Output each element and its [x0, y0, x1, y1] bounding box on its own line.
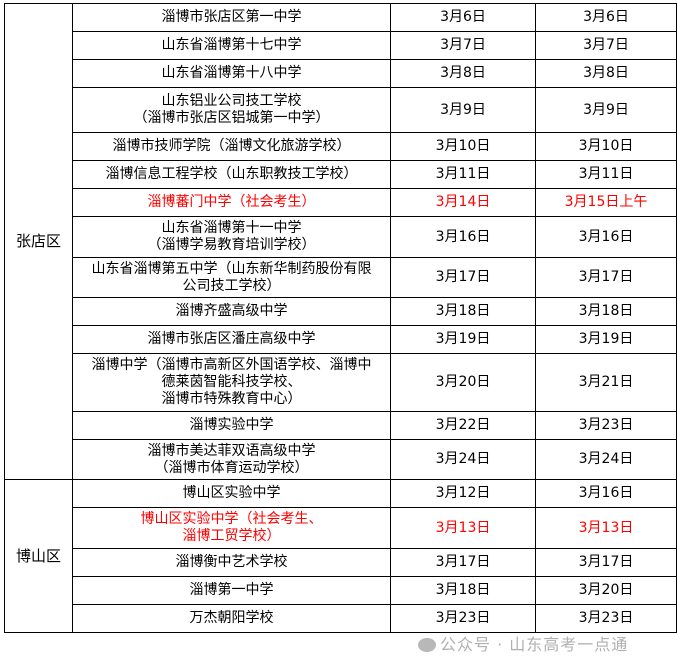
date2-cell: 3月21日: [535, 353, 677, 412]
table-row: 淄博信息工程学校（山东职教技工学校） 3月11日 3月11日: [5, 160, 677, 189]
table-row: 山东省淄博第十七中学 3月7日 3月7日: [5, 31, 677, 60]
school-cell: 万杰朝阳学校: [72, 604, 391, 633]
date1-cell: 3月6日: [390, 3, 536, 32]
date1-cell: 3月13日: [390, 507, 536, 549]
school-cell: 淄博市张店区第一中学: [72, 3, 391, 32]
date2-cell: 3月18日: [535, 297, 677, 326]
school-cell: 山东省淄博第五中学（山东新华制药股份有限 公司技工学校）: [72, 257, 391, 298]
school-cell: 淄博蕃门中学（社会考生）: [72, 188, 391, 217]
table-row: 万杰朝阳学校 3月23日 3月23日: [5, 604, 677, 633]
table-row: 山东铝业公司技工学校 （淄博市张店区铝城第一中学） 3月9日 3月9日: [5, 87, 677, 133]
school-cell: 山东省淄博第十八中学: [72, 59, 391, 88]
school-cell: 淄博市美达菲双语高级中学 （淄博市体育运动学校）: [72, 439, 391, 480]
table-row: 博山区 博山区实验中学 3月12日 3月16日: [4, 479, 677, 633]
school-cell: 淄博第一中学: [72, 576, 391, 605]
school-cell: 山东省淄博第十七中学: [72, 31, 391, 60]
date2-cell: 3月16日: [535, 479, 677, 508]
date1-cell: 3月18日: [390, 297, 536, 326]
school-cell: 淄博齐盛高级中学: [72, 297, 391, 326]
date2-cell: 3月23日: [535, 411, 677, 440]
school-cell: 淄博信息工程学校（山东职教技工学校）: [72, 160, 391, 189]
watermark-text: 公众号 · 山东高考一点通: [440, 635, 629, 654]
table-row: 淄博市张店区潘庄高级中学 3月19日 3月19日: [5, 325, 677, 354]
date1-cell: 3月14日: [390, 188, 536, 217]
wechat-icon: [418, 638, 436, 652]
date2-cell: 3月23日: [535, 604, 677, 633]
table-row: 淄博第一中学 3月18日 3月20日: [5, 576, 677, 605]
date2-cell: 3月19日: [535, 325, 677, 354]
date1-cell: 3月19日: [390, 325, 536, 354]
date2-cell: 3月13日: [535, 507, 677, 549]
date2-cell: 3月10日: [535, 132, 677, 161]
table-row: 博山区实验中学（社会考生、 淄博工贸学校） 3月13日 3月13日: [5, 507, 677, 549]
date1-cell: 3月17日: [390, 548, 536, 577]
table-row: 淄博中学（淄博市高新区外国语学校、淄博中 德莱茵智能科技学校、 淄博市特殊教育中心）…: [5, 353, 677, 412]
district-cell: 博山区: [4, 479, 73, 633]
date1-cell: 3月20日: [390, 353, 536, 412]
date2-cell: 3月17日: [535, 257, 677, 298]
school-cell: 山东铝业公司技工学校 （淄博市张店区铝城第一中学）: [72, 87, 391, 133]
table-row: 淄博市技师学院（淄博文化旅游学校） 3月10日 3月10日: [5, 132, 677, 161]
date2-cell: 3月17日: [535, 548, 677, 577]
school-cell: 博山区实验中学（社会考生、 淄博工贸学校）: [72, 507, 391, 549]
date1-cell: 3月17日: [390, 257, 536, 298]
watermark: 公众号 · 山东高考一点通: [418, 636, 628, 654]
table-row: 山东省淄博第五中学（山东新华制药股份有限 公司技工学校） 3月17日 3月17日: [5, 257, 677, 298]
date2-cell: 3月6日: [535, 3, 677, 32]
table-row: 山东省淄博第十一中学 （淄博学易教育培训学校） 3月16日 3月16日: [5, 216, 677, 258]
school-cell: 山东省淄博第十一中学 （淄博学易教育培训学校）: [72, 216, 391, 258]
exam-schedule-table: 张店区 淄博市张店区第一中学 3月6日 3月6日 山东省淄博第十七中学 3月7日 3月7日山…: [4, 3, 677, 633]
date1-cell: 3月16日: [390, 216, 536, 258]
table-row: 淄博实验中学 3月22日 3月23日: [5, 411, 677, 440]
date2-cell: 3月15日上午: [535, 188, 677, 217]
school-cell: 淄博市张店区潘庄高级中学: [72, 325, 391, 354]
date1-cell: 3月7日: [390, 31, 536, 60]
date2-cell: 3月9日: [535, 87, 677, 133]
date1-cell: 3月11日: [390, 160, 536, 189]
date2-cell: 3月16日: [535, 216, 677, 258]
date2-cell: 3月24日: [535, 439, 677, 480]
date2-cell: 3月20日: [535, 576, 677, 605]
date1-cell: 3月8日: [390, 59, 536, 88]
school-cell: 淄博衡中艺术学校: [72, 548, 391, 577]
school-cell: 淄博中学（淄博市高新区外国语学校、淄博中 德莱茵智能科技学校、 淄博市特殊教育中心）: [72, 353, 391, 412]
date2-cell: 3月8日: [535, 59, 677, 88]
date1-cell: 3月23日: [390, 604, 536, 633]
date1-cell: 3月12日: [390, 479, 536, 508]
date1-cell: 3月22日: [390, 411, 536, 440]
school-cell: 淄博实验中学: [72, 411, 391, 440]
table-row: 淄博市美达菲双语高级中学 （淄博市体育运动学校） 3月24日 3月24日: [5, 439, 677, 480]
school-cell: 淄博市技师学院（淄博文化旅游学校）: [72, 132, 391, 161]
date1-cell: 3月24日: [390, 439, 536, 480]
date2-cell: 3月11日: [535, 160, 677, 189]
date1-cell: 3月9日: [390, 87, 536, 133]
date1-cell: 3月10日: [390, 132, 536, 161]
table-row: 淄博齐盛高级中学 3月18日 3月18日: [5, 297, 677, 326]
table-row: 淄博衡中艺术学校 3月17日 3月17日: [5, 548, 677, 577]
district-cell: 张店区: [4, 3, 73, 480]
date2-cell: 3月7日: [535, 31, 677, 60]
school-cell: 博山区实验中学: [72, 479, 391, 508]
date1-cell: 3月18日: [390, 576, 536, 605]
table-row: 淄博蕃门中学（社会考生） 3月14日 3月15日上午: [5, 188, 677, 217]
table-row: 张店区 淄博市张店区第一中学 3月6日 3月6日: [4, 3, 677, 480]
table-row: 山东省淄博第十八中学 3月8日 3月8日: [5, 59, 677, 88]
